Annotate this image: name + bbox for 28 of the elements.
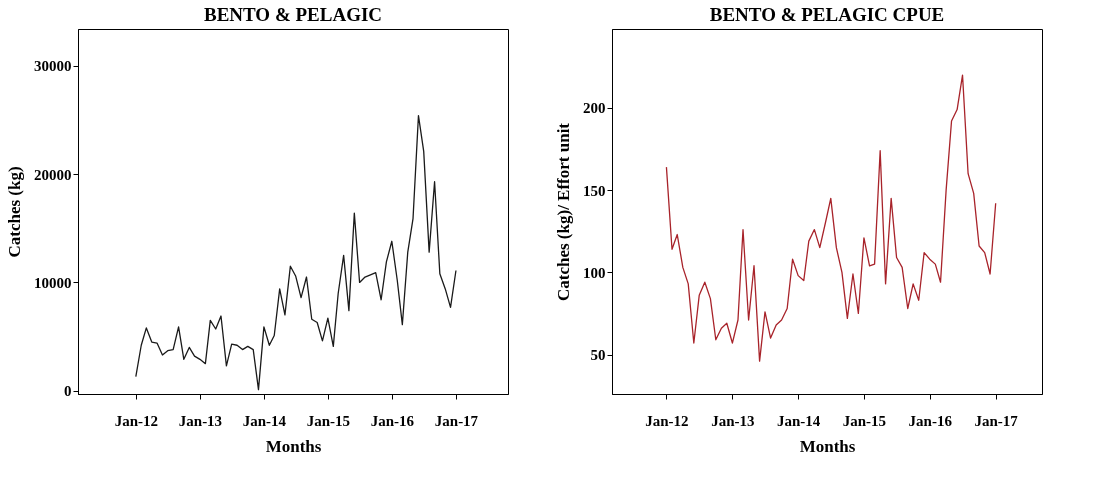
line-series bbox=[665, 74, 997, 362]
x-axis-title: Months bbox=[265, 436, 322, 456]
y-tick-label: 0 bbox=[64, 383, 72, 400]
y-tick-label: 50 bbox=[590, 347, 606, 364]
x-tick-label: Jan-17 bbox=[434, 412, 479, 429]
y-tick-label: 200 bbox=[583, 100, 606, 117]
y-tick-label: 10000 bbox=[34, 274, 72, 291]
x-tick-label: Jan-12 bbox=[114, 412, 158, 429]
x-tick-label: Jan-16 bbox=[908, 412, 953, 429]
chart-title: BENTO & PELAGIC bbox=[203, 4, 383, 25]
x-tick-label: Jan-13 bbox=[178, 412, 223, 429]
x-tick-label: Jan-14 bbox=[242, 412, 287, 429]
y-tick-label: 20000 bbox=[34, 166, 72, 183]
x-tick-label: Jan-15 bbox=[842, 412, 887, 429]
y-axis-title: Catches (kg)/ Effort unit bbox=[554, 122, 573, 302]
x-tick-label: Jan-15 bbox=[306, 412, 351, 429]
y-tick-label: 30000 bbox=[34, 58, 72, 75]
chart-title: BENTO & PELAGIC CPUE bbox=[709, 4, 945, 25]
x-tick-label: Jan-12 bbox=[645, 412, 689, 429]
y-axis-title: Catches (kg) bbox=[5, 166, 24, 258]
x-tick-label: Jan-16 bbox=[370, 412, 415, 429]
x-axis-title: Months bbox=[799, 436, 856, 456]
y-tick-label: 150 bbox=[583, 182, 606, 199]
x-tick-label: Jan-17 bbox=[974, 412, 1019, 429]
y-tick-label: 100 bbox=[583, 264, 606, 281]
line-series bbox=[135, 115, 457, 391]
x-tick-label: Jan-13 bbox=[711, 412, 755, 429]
x-tick-label: Jan-14 bbox=[776, 412, 821, 429]
